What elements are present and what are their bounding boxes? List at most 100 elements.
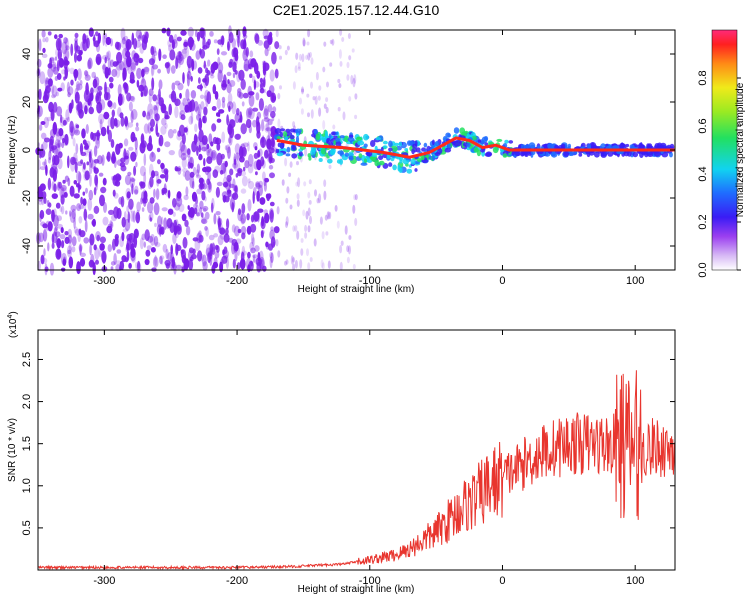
spectrogram-noise-cell <box>253 81 260 88</box>
spectrogram-noise-cell <box>264 177 270 183</box>
spectrogram-noise-cell <box>76 203 82 212</box>
spectrogram-noise-cell <box>78 50 83 56</box>
spectrogram-noise-cell <box>151 64 159 70</box>
spectrogram-noise-cell <box>244 160 250 169</box>
spectrogram-noise-cell <box>329 62 333 67</box>
spectrogram-noise-cell <box>254 32 259 43</box>
spectrogram-noise-cell <box>51 193 58 200</box>
spectrogram-noise-cell <box>84 219 88 233</box>
spectrogram-noise-cell <box>241 245 246 257</box>
spectrogram-noise-cell <box>202 205 209 212</box>
spectrogram-noise-cell <box>268 85 275 94</box>
spectrogram-noise-cell <box>295 181 299 187</box>
spectrogram-noise-cell <box>225 144 231 154</box>
spectrogram-noise-cell <box>135 161 138 168</box>
spectrogram-noise-cell <box>223 166 227 179</box>
spectrogram-noise-cell <box>149 163 154 177</box>
spectrogram-noise-cell <box>97 155 103 165</box>
spectrogram-noise-cell <box>307 52 311 61</box>
spectrogram-noise-cell <box>42 161 46 166</box>
spectrogram-noise-cell <box>254 146 258 151</box>
spectrogram-noise-cell <box>306 248 309 257</box>
spectrogram-noise-cell <box>241 175 248 187</box>
spectrogram-noise-cell <box>183 258 187 266</box>
spectrogram-noise-cell <box>255 257 262 266</box>
spectrogram-noise-cell <box>51 85 58 98</box>
spectrogram-noise-cell <box>252 119 257 128</box>
spectrogram-noise-cell <box>85 187 88 194</box>
spectrogram-noise-cell <box>195 29 198 38</box>
spectrogram-noise-cell <box>304 147 308 157</box>
spectrogram-signal-cell <box>382 145 388 149</box>
spectrogram-noise-cell <box>234 133 241 140</box>
spectrogram-noise-cell <box>232 258 236 269</box>
spectrogram-noise-cell <box>266 193 271 202</box>
spectrogram-noise-cell <box>202 207 207 213</box>
spectrogram-signal-cell <box>397 164 401 172</box>
x-tick-label: -200 <box>226 275 248 287</box>
spectrogram-noise-cell <box>174 202 181 211</box>
spectrogram-noise-cell <box>49 57 52 69</box>
spectrogram-noise-cell <box>256 190 260 202</box>
spectrogram-noise-cell <box>99 243 105 251</box>
snr-y-label: SNR (10 * v/v) <box>7 418 18 482</box>
spectrogram-noise-cell <box>354 217 358 227</box>
spectrogram-noise-cell <box>251 237 256 247</box>
spectrogram-noise-cell <box>95 259 99 265</box>
spectrogram-signal-cell <box>502 153 508 158</box>
spectrogram-noise-cell <box>59 206 63 212</box>
spectrogram-noise-cell <box>112 174 119 186</box>
spectrogram-noise-cell <box>211 106 217 111</box>
spectrogram-noise-cell <box>228 31 234 44</box>
spectrogram-noise-cell <box>198 129 204 143</box>
spectrogram-noise-cell <box>223 74 227 87</box>
spectrogram-noise-cell <box>212 61 219 71</box>
spectrogram-noise-cell <box>270 131 275 138</box>
spectrogram-noise-cell <box>143 198 147 207</box>
x-tick-label: -100 <box>359 575 381 587</box>
spectrogram-noise-cell <box>55 91 59 97</box>
spectrogram-signal-cell <box>285 128 291 133</box>
spectrogram-signal-cell <box>357 140 365 146</box>
spectrogram-noise-cell <box>131 255 136 263</box>
spectrogram-noise-cell <box>40 254 45 265</box>
spectrogram-noise-cell <box>90 131 94 140</box>
spectrogram-noise-cell <box>237 228 242 234</box>
spectrogram-noise-cell <box>56 248 61 259</box>
spectrogram-noise-cell <box>193 133 198 145</box>
spectrogram-noise-cell <box>241 232 246 240</box>
spectrogram-signal-cell <box>484 142 489 146</box>
spectrogram-noise-cell <box>251 233 255 245</box>
spectrogram-noise-cell <box>270 226 274 231</box>
spectrogram-noise-cell <box>51 242 55 249</box>
spectrogram-noise-cell <box>271 116 275 122</box>
spectrogram-noise-cell <box>136 67 142 80</box>
spectrogram-noise-cell <box>191 180 195 190</box>
spectrogram-noise-cell <box>167 252 173 261</box>
spectrogram-noise-cell <box>83 89 91 103</box>
spectrogram-signal-cell <box>524 144 531 149</box>
colorbar-ticks: 0.0 0.2 0.4 0.6 0.8 <box>697 70 741 278</box>
spectrogram-noise-cell <box>64 48 70 60</box>
spectrogram-noise-cell <box>263 117 270 122</box>
spectrogram-noise-cell <box>133 235 138 249</box>
spectrogram-noise-cell <box>111 214 117 222</box>
spectrogram-noise-cell <box>279 85 282 90</box>
spectrogram-noise-cell <box>310 81 313 89</box>
spectrogram-noise-cell <box>113 117 118 127</box>
spectrogram-noise-cell <box>207 38 211 46</box>
spectrogram-noise-cell <box>187 156 193 167</box>
spectrogram-noise-cell <box>116 207 122 220</box>
spectrogram-noise-cell <box>228 61 233 68</box>
spectrogram-noise-cell <box>210 150 217 161</box>
spectrogram-noise-cell <box>53 183 57 192</box>
spectrogram-noise-cell <box>172 232 177 245</box>
spectrogram-noise-cell <box>67 249 72 255</box>
spectrogram-noise-cell <box>102 63 107 74</box>
spectrogram-noise-cell <box>64 117 68 125</box>
spectrogram-noise-cell <box>252 191 255 204</box>
spectrogram-noise-cell <box>176 223 182 235</box>
spectrogram-noise-cell <box>102 216 109 226</box>
spectrogram-noise-cell <box>181 48 188 54</box>
spectrogram-noise-cell <box>234 249 238 262</box>
